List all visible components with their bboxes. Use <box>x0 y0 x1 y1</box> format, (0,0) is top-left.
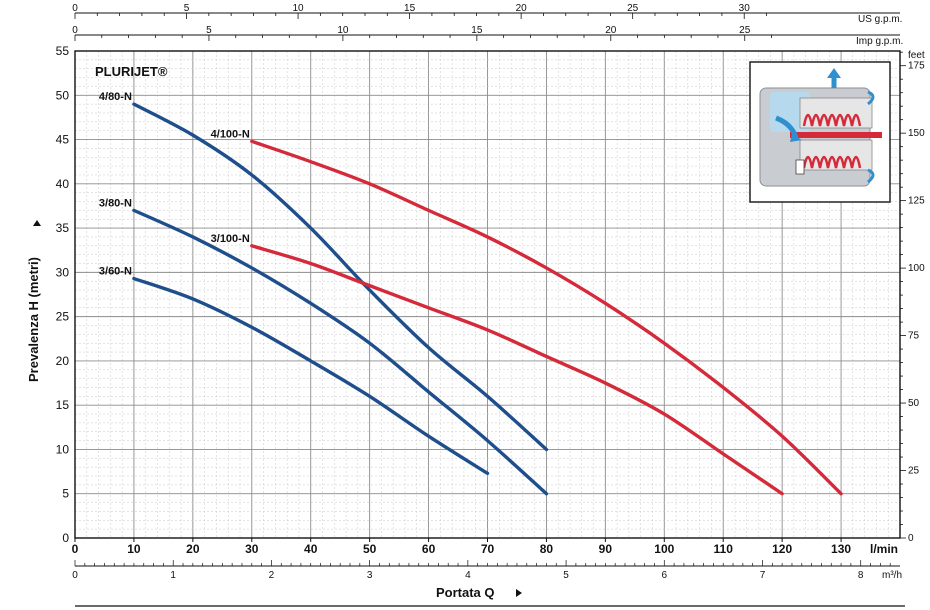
us-gpm-label: US g.p.m. <box>858 14 902 25</box>
x-tick-label: 30 <box>245 542 259 556</box>
series-label-3-100-n: 3/100-N <box>211 233 250 245</box>
x-tick-label: 10 <box>127 542 141 556</box>
series-line-3-100-n <box>250 244 784 496</box>
y-tick-label: 0 <box>62 531 69 545</box>
x-tick-label: 90 <box>599 542 613 556</box>
x-tick-label: 0 <box>72 542 79 556</box>
us-gpm-tick-label: 25 <box>627 3 639 14</box>
series-label-3-60-n: 3/60-N <box>99 266 132 278</box>
pump-diagram-image <box>749 61 891 203</box>
x-tick-label: 130 <box>831 542 851 556</box>
grid <box>74 50 901 539</box>
x-tick-label: 70 <box>481 542 495 556</box>
m3h-tick-label: 6 <box>662 570 668 581</box>
series-line-4-100-n <box>250 139 843 496</box>
us-gpm-tick-label: 20 <box>516 3 528 14</box>
y-axis-arrow-icon <box>33 220 41 226</box>
x-tick-label: 20 <box>186 542 200 556</box>
x-tick-label: 110 <box>714 542 734 556</box>
series-labels: 4/80-N 3/80-N 3/60-N 4/100-N 3/100-N <box>99 91 250 277</box>
series-line-3-60-n <box>132 276 490 476</box>
y-tick-label: 10 <box>56 442 70 456</box>
us-gpm-tick-label: 5 <box>184 3 190 14</box>
y-tick-label: 30 <box>56 265 70 279</box>
x-axis-arrow-icon <box>516 589 522 597</box>
feet-tick-label: 150 <box>908 128 925 139</box>
y-axis-title: Prevalenza H (metri) <box>26 257 41 382</box>
m3h-tick-label: 2 <box>269 570 275 581</box>
us-gpm-tick-label: 0 <box>72 3 78 14</box>
y-tick-label: 55 <box>56 44 70 58</box>
us-gpm-tick-label: 30 <box>739 3 751 14</box>
feet-tick-label: 175 <box>908 61 925 72</box>
feet-tick-label: 50 <box>908 398 920 409</box>
y-tick-label: 5 <box>62 487 69 501</box>
imp-gpm-tick-label: 20 <box>605 25 617 36</box>
series-line-4-80-n <box>132 102 549 452</box>
m3h-tick-label: 5 <box>563 570 569 581</box>
imp-gpm-tick-label: 0 <box>72 25 78 36</box>
series-label-3-80-n: 3/80-N <box>99 197 132 209</box>
feet-tick-label: 75 <box>908 331 920 342</box>
y-tick-label: 35 <box>56 221 70 235</box>
chart-title: PLURIJET® <box>95 64 168 79</box>
x-unit-label: l/min <box>870 542 898 556</box>
series-label-4-80-n: 4/80-N <box>99 91 132 103</box>
imp-gpm-tick-label: 5 <box>206 25 212 36</box>
m3h-tick-label: 8 <box>858 570 864 581</box>
feet-tick-label: 25 <box>908 466 920 477</box>
imp-gpm-label: Imp g.p.m. <box>856 36 903 47</box>
series-line-3-80-n <box>132 208 549 496</box>
x-tick-label: 60 <box>422 542 436 556</box>
y-tick-label: 25 <box>56 310 70 324</box>
imp-gpm-tick-label: 25 <box>739 25 751 36</box>
x-tick-label: 50 <box>363 542 377 556</box>
x-tick-label: 40 <box>304 542 318 556</box>
us-gpm-tick-label: 10 <box>293 3 305 14</box>
m3h-tick-label: 0 <box>72 570 78 581</box>
x-tick-label: 100 <box>654 542 674 556</box>
m3h-tick-label: 4 <box>465 570 471 581</box>
feet-label: feet <box>908 50 925 61</box>
m3h-tick-label: 7 <box>760 570 766 581</box>
y-tick-label: 50 <box>56 88 70 102</box>
x-axis-title: Portata Q <box>436 585 495 600</box>
series-lines <box>132 102 843 496</box>
y-tick-label: 45 <box>56 133 70 147</box>
imp-gpm-tick-label: 15 <box>471 25 483 36</box>
m3h-tick-label: 1 <box>170 570 176 581</box>
series-label-4-100-n: 4/100-N <box>211 128 250 140</box>
feet-tick-label: 125 <box>908 196 925 207</box>
us-gpm-tick-label: 15 <box>404 3 416 14</box>
y-tick-label: 20 <box>56 354 70 368</box>
y-tick-label: 40 <box>56 177 70 191</box>
tick-labels: 0 10 20 30 40 50 60 70 80 90 100 110 120 130051015202… <box>56 3 925 581</box>
m3h-label: m³/h <box>882 570 902 581</box>
x-tick-label: 120 <box>772 542 792 556</box>
feet-tick-label: 100 <box>908 263 925 274</box>
imp-gpm-tick-label: 10 <box>337 25 349 36</box>
feet-tick-label: 0 <box>908 533 914 544</box>
m3h-tick-label: 3 <box>367 570 373 581</box>
y-tick-label: 15 <box>56 398 70 412</box>
x-tick-label: 80 <box>540 542 554 556</box>
